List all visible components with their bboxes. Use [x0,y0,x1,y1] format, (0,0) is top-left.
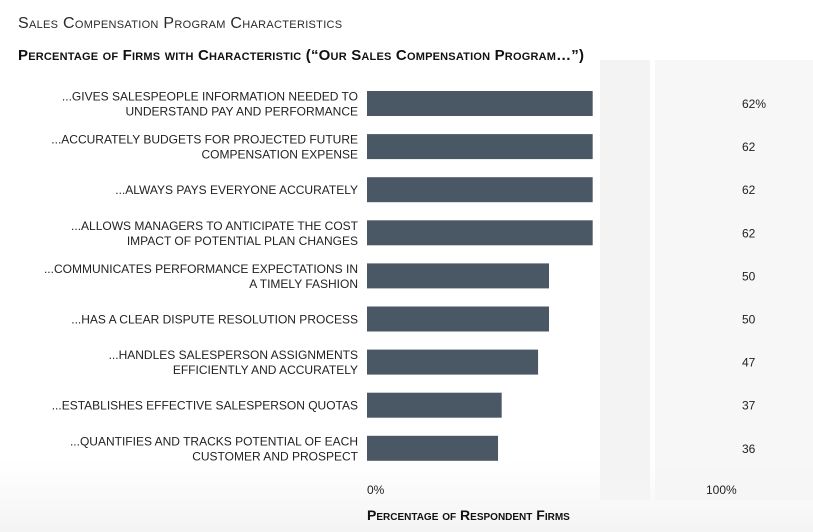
category-label: CUSTOMER AND PROSPECT [192,449,358,463]
category-label: COMPENSATION EXPENSE [202,148,358,162]
background-decor-stripe [600,60,650,500]
category-label: ...ALLOWS MANAGERS TO ANTICIPATE THE COS… [71,219,359,233]
bar [367,306,549,332]
value-label: 50 [742,269,756,283]
value-label: 62% [742,97,766,111]
category-label: ...ESTABLISHES EFFECTIVE SALESPERSON QUO… [52,399,358,413]
category-label: UNDERSTAND PAY AND PERFORMANCE [126,105,358,119]
bar [367,91,593,116]
category-label: IMPACT OF POTENTIAL PLAN CHANGES [127,234,358,248]
value-label: 62 [742,226,756,240]
value-label: 50 [742,313,756,327]
category-label: ...COMMUNICATES PERFORMANCE EXPECTATIONS… [44,262,358,276]
background-decor-fade [0,460,813,532]
category-label: A TIMELY FASHION [249,277,358,291]
chart-subtitle: Percentage of Firms with Characteristic … [18,47,585,64]
background-decor-stripe [655,60,813,500]
chart-title: Sales Compensation Program Characteristi… [18,15,343,32]
category-label: EFFICIENTLY AND ACCURATELY [173,363,358,377]
x-axis-label: Percentage of Respondent Firms [367,507,570,523]
category-label: ...QUANTIFIES AND TRACKS POTENTIAL OF EA… [70,434,358,448]
value-label: 62 [742,140,756,154]
value-label: 47 [742,356,756,370]
bar [367,177,593,203]
bar [367,134,593,160]
value-label: 62 [742,183,756,197]
x-tick-label: 100% [706,483,737,497]
value-label: 37 [742,399,756,413]
bar [367,435,499,461]
x-tick-label: 0% [367,483,385,497]
bar [367,220,593,246]
category-label: ...ACCURATELY BUDGETS FOR PROJECTED FUTU… [51,133,358,147]
bar [367,263,549,289]
category-label: ...HANDLES SALESPERSON ASSIGNMENTS [109,348,358,362]
bar [367,392,502,418]
value-label: 36 [742,442,756,456]
bar [367,349,539,375]
category-label: ...HAS A CLEAR DISPUTE RESOLUTION PROCES… [71,313,358,327]
category-label: ...GIVES SALESPEOPLE INFORMATION NEEDED … [62,90,358,104]
category-label: ...ALWAYS PAYS EVERYONE ACCURATELY [115,183,358,197]
